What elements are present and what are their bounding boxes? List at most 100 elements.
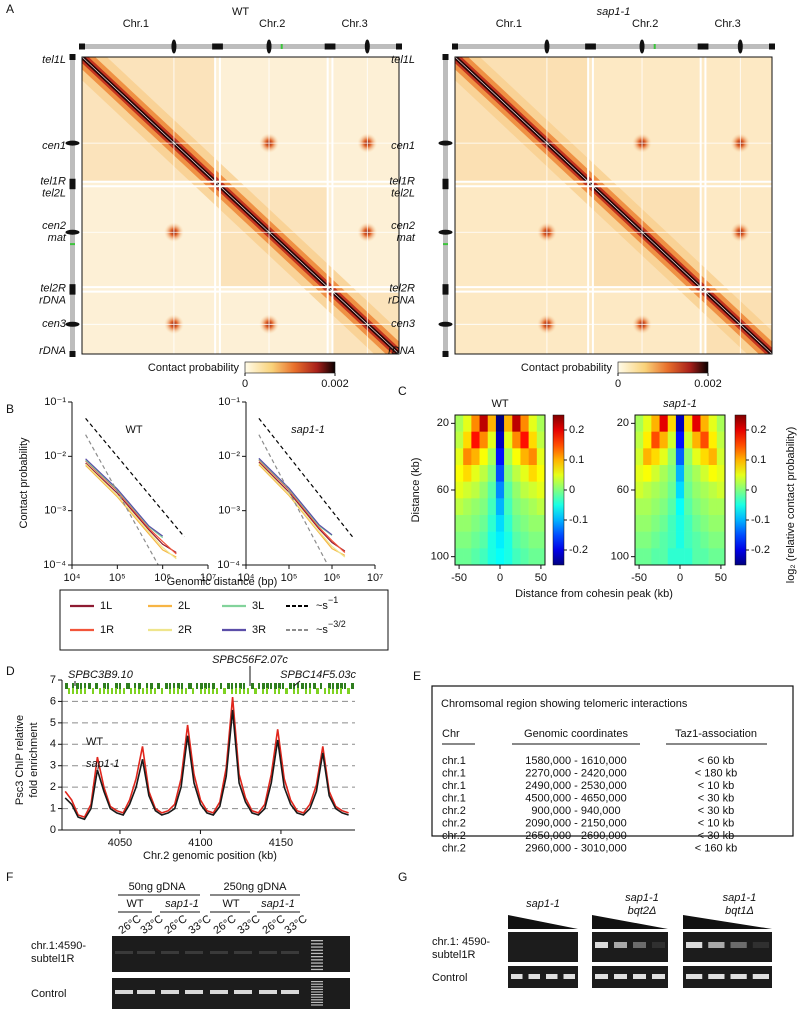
y-tick-label: 6 bbox=[50, 695, 56, 707]
band bbox=[708, 942, 725, 948]
band bbox=[259, 990, 277, 994]
gene bbox=[227, 683, 230, 689]
heatmap-cell bbox=[471, 431, 480, 449]
band bbox=[730, 942, 747, 948]
row-label: tel2L bbox=[391, 188, 415, 200]
heatmap-cell bbox=[708, 498, 718, 516]
telomere bbox=[452, 43, 458, 50]
heatmap-cell bbox=[471, 515, 480, 532]
heatmap-cell bbox=[659, 515, 669, 532]
telomere bbox=[769, 43, 775, 50]
heatmap-cell bbox=[635, 548, 644, 566]
colorbar-tick-label: 0 bbox=[751, 484, 757, 496]
heatmap-cell bbox=[495, 548, 505, 566]
heatmap-cell bbox=[667, 515, 677, 532]
row-label: cen1 bbox=[391, 140, 415, 152]
heatmap-cell bbox=[684, 431, 693, 449]
gene bbox=[173, 683, 175, 689]
telomere bbox=[589, 43, 596, 50]
gene bbox=[328, 688, 330, 694]
heatmap-cell bbox=[700, 465, 709, 482]
y-tick-label: 7 bbox=[50, 674, 56, 686]
gene bbox=[328, 683, 331, 689]
heatmap-cell bbox=[479, 481, 489, 499]
series-line bbox=[64, 697, 349, 819]
band bbox=[633, 974, 646, 979]
telomere bbox=[329, 43, 336, 50]
heatmap-cell bbox=[692, 531, 701, 549]
y-tick-label: 20 bbox=[437, 417, 449, 429]
gene bbox=[235, 683, 237, 689]
y-axis-label: Psc3 ChIP relative bbox=[14, 715, 26, 805]
legend-label: 1R bbox=[100, 624, 114, 636]
colorbar-label: Contact probability bbox=[148, 362, 240, 374]
heatmap-cell bbox=[716, 448, 726, 466]
gene bbox=[119, 683, 121, 689]
heatmap-cell bbox=[471, 465, 480, 482]
ladder-band bbox=[311, 1004, 323, 1006]
gene bbox=[212, 688, 214, 694]
row-label: rDNA bbox=[388, 294, 415, 306]
heatmap-cell bbox=[708, 548, 718, 566]
gene bbox=[196, 683, 198, 689]
heatmap-cell bbox=[463, 515, 472, 532]
heatmap-cell bbox=[536, 465, 546, 482]
heatmap-cell bbox=[684, 498, 693, 516]
heatmap-cell bbox=[635, 498, 644, 516]
gene bbox=[123, 688, 125, 694]
heatmap-cell bbox=[520, 448, 529, 466]
heatmap-cell bbox=[495, 531, 505, 549]
gene bbox=[309, 688, 311, 694]
temp-label: 26°C bbox=[117, 913, 144, 937]
heatmap-cell bbox=[512, 465, 521, 482]
y-tick-label: 10⁻² bbox=[218, 450, 240, 462]
panel-label: A bbox=[6, 2, 14, 16]
chart-title: sap1-1 bbox=[291, 424, 325, 436]
heatmap-cell bbox=[708, 481, 718, 499]
band bbox=[614, 974, 627, 979]
x-tick-label: 4150 bbox=[269, 837, 293, 849]
heatmap-cell bbox=[463, 531, 472, 549]
colorbar-tick-label: 0.1 bbox=[751, 454, 766, 466]
heatmap-cell bbox=[643, 548, 652, 566]
map-title: sap1-1 bbox=[597, 6, 631, 18]
ladder-band bbox=[311, 999, 323, 1001]
table-header: Taz1-association bbox=[675, 728, 757, 740]
colorbar bbox=[617, 361, 709, 374]
gene bbox=[76, 683, 79, 689]
gene bbox=[115, 688, 117, 694]
band bbox=[259, 951, 277, 954]
colorbar-tick-label: -0.2 bbox=[751, 544, 770, 556]
gene bbox=[181, 688, 183, 694]
legend-label: 2L bbox=[178, 600, 190, 612]
legend-label: ~s−1 bbox=[316, 595, 338, 612]
heatmap-cell bbox=[487, 531, 497, 549]
heatmap-cell bbox=[512, 415, 521, 432]
legend-label: 2R bbox=[178, 624, 192, 636]
colorbar-label: Contact probability bbox=[521, 362, 613, 374]
heatmap-cell bbox=[684, 481, 693, 499]
strain-label: WT bbox=[126, 898, 143, 910]
amount-label: 250ng gDNA bbox=[224, 881, 288, 893]
heatmap-cell bbox=[716, 515, 726, 532]
gene bbox=[161, 688, 163, 694]
telomere bbox=[212, 43, 219, 50]
colorbar-tick-label: 0.1 bbox=[569, 454, 584, 466]
gene bbox=[88, 683, 91, 689]
table-cell: chr.1 bbox=[442, 767, 466, 779]
y-tick-label: 100 bbox=[611, 551, 629, 563]
gene bbox=[316, 688, 318, 694]
gene bbox=[258, 683, 260, 689]
heatmap-cell bbox=[700, 548, 709, 566]
series-line bbox=[85, 462, 177, 554]
heatmap-cell bbox=[716, 531, 726, 549]
row-label: cen2 bbox=[391, 220, 415, 232]
chart-title: sap1-1 bbox=[663, 398, 697, 410]
heatmap-cell bbox=[504, 448, 513, 466]
colorbar-tick-label: -0.1 bbox=[751, 514, 770, 526]
heatmap-cell bbox=[479, 531, 489, 549]
x-tick-label: 10⁵ bbox=[281, 572, 298, 584]
panel-label: E bbox=[413, 669, 421, 683]
gene bbox=[336, 688, 338, 694]
gene bbox=[115, 683, 118, 689]
